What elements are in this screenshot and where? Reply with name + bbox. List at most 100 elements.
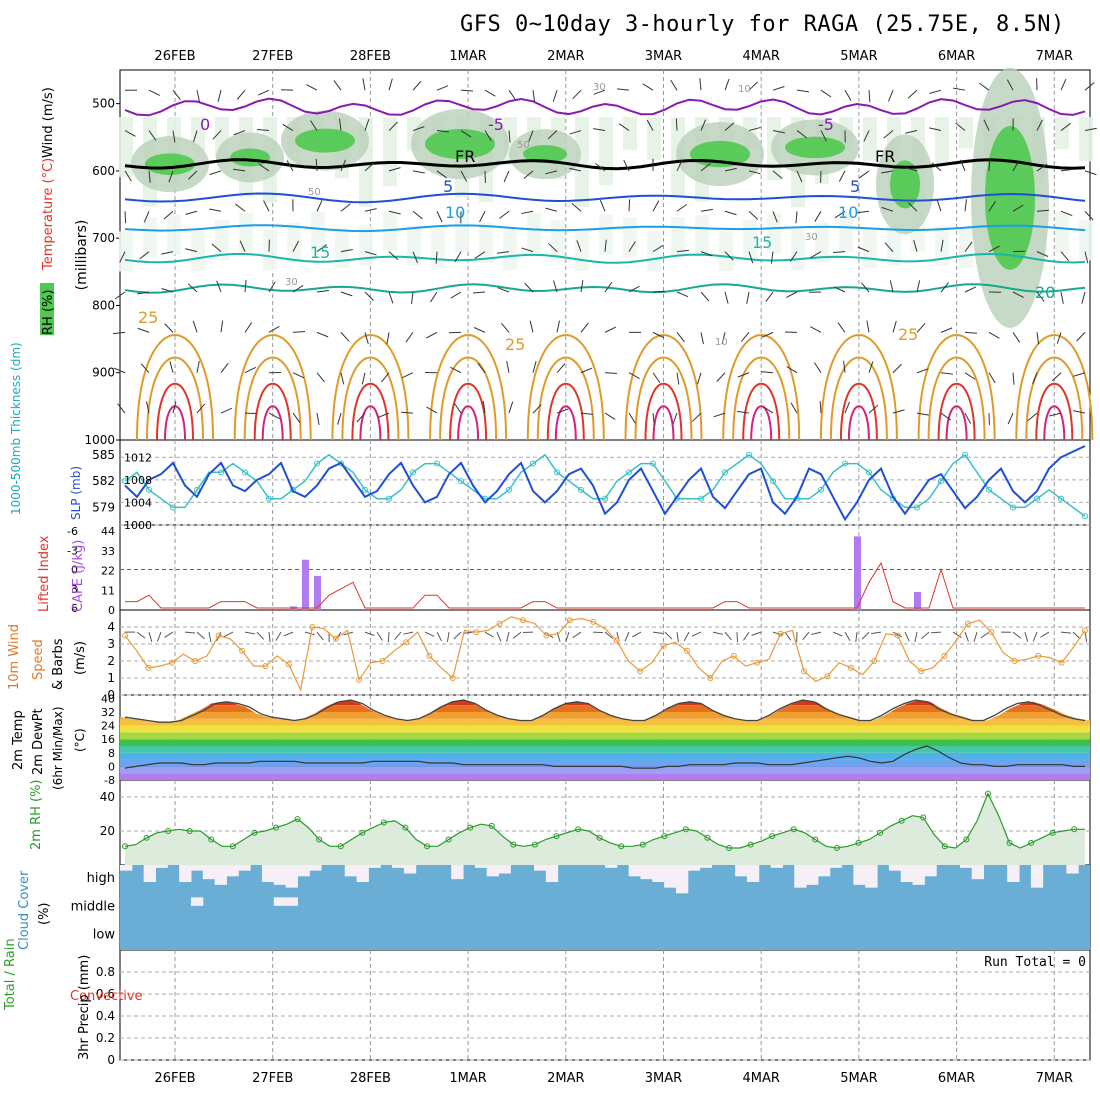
contour-label: 0 <box>200 115 210 134</box>
date-label-top: 1MAR <box>449 49 486 64</box>
slp-tick: 1004 <box>124 496 152 509</box>
thickness-series-point <box>362 486 368 493</box>
wind-barb <box>604 412 616 420</box>
boundary-layer-isotherm <box>536 356 595 441</box>
wind-barb <box>316 244 328 253</box>
wind-barb <box>617 88 630 91</box>
wind-barb <box>233 130 246 136</box>
date-label-bottom: 2MAR <box>547 1071 584 1086</box>
cloud-gap-high <box>971 865 985 880</box>
wind-barb <box>512 631 522 639</box>
wind-barb <box>784 631 792 641</box>
wind-speed-series-point <box>262 663 269 670</box>
wind-barb <box>652 631 663 634</box>
wind-barb <box>1084 210 1094 221</box>
wind-barb <box>268 412 280 420</box>
boundary-layer-isotherm <box>1015 334 1094 441</box>
cloud-layer-label: middle <box>71 899 115 914</box>
wind-barb <box>164 323 174 333</box>
wind-barb <box>306 84 318 91</box>
wind-barb <box>700 208 713 212</box>
boundary-layer-isotherm <box>1043 405 1066 441</box>
boundary-layer-isotherm <box>917 334 996 441</box>
wind-barb <box>652 372 661 383</box>
temp-band <box>120 773 1090 780</box>
wind-speed-series-point <box>964 620 971 627</box>
temp-band <box>120 725 1090 733</box>
wind-barb <box>748 210 759 220</box>
cloud-gap-high <box>806 865 819 885</box>
wind-barb <box>964 412 972 424</box>
wind-barb <box>1081 291 1086 304</box>
wind-barb <box>292 372 305 379</box>
rh-series-point <box>704 834 711 841</box>
wind-barb <box>916 280 921 293</box>
date-label-bottom: 28FEB <box>350 1071 391 1086</box>
wind-barb <box>453 631 462 640</box>
cloud-gap-high <box>912 865 925 885</box>
wind-barb <box>220 320 224 333</box>
wind-barb <box>676 159 683 172</box>
wind-speed-series-point <box>402 639 409 646</box>
wind-barb <box>364 631 375 636</box>
cloud-gap-high <box>746 865 760 882</box>
wind-barb <box>904 631 910 642</box>
rh-blob <box>167 214 181 255</box>
thickness-series-point <box>506 486 512 493</box>
wind-barb <box>646 119 654 131</box>
axis-label-wind: Wind (m/s) <box>41 87 56 158</box>
wind-barb <box>161 288 174 293</box>
wind-speed-series-point <box>426 652 433 659</box>
rh-series-point <box>553 833 560 840</box>
wind-barb <box>964 286 977 293</box>
wind-barb <box>676 332 685 343</box>
wind-barb <box>724 122 735 131</box>
rh-blob <box>767 213 781 254</box>
wind-barb <box>652 244 664 253</box>
contour-label: 10 <box>445 203 465 222</box>
temp-tick: 0 <box>108 760 115 773</box>
date-label-bottom: 4MAR <box>742 1071 779 1086</box>
date-label-top: 4MAR <box>742 49 779 64</box>
wind-barb <box>292 412 301 424</box>
wind-barb <box>604 372 618 374</box>
thickness-series-point <box>650 460 656 467</box>
wind-speed-series-point <box>379 658 386 664</box>
temp-band <box>120 718 1090 726</box>
wind-barb <box>168 170 174 183</box>
wind-barb <box>275 631 282 641</box>
wind-barb <box>388 291 394 304</box>
wind-barb <box>929 89 942 94</box>
wind-speed-series-point <box>122 632 128 639</box>
lifted-index-tick: 3 <box>71 583 78 596</box>
wind-barb <box>282 123 294 131</box>
wind-barb <box>748 251 754 264</box>
wind-barbs-surface <box>125 631 1088 643</box>
wind-barb <box>786 366 798 374</box>
cloud-gap-high <box>155 865 168 868</box>
cape-bar <box>914 592 921 610</box>
wind-barb <box>386 332 390 345</box>
wind-barb <box>388 251 399 261</box>
wind-barb <box>724 291 729 304</box>
wind-speed-series-point <box>145 664 152 671</box>
wind-barb <box>618 123 630 131</box>
wind-barb <box>136 631 146 639</box>
cloud-gap-high <box>285 865 298 888</box>
temp-tick: 24 <box>101 720 115 733</box>
boundary-layer-isotherm <box>652 405 675 441</box>
contour-label: 5 <box>443 177 453 196</box>
precip-tick: 0.8 <box>96 965 115 979</box>
wind-speed-series-point <box>1058 659 1065 666</box>
wind-barb <box>192 320 198 333</box>
thickness-tick: 579 <box>92 500 115 514</box>
wind-barb <box>628 285 640 293</box>
wind-barb <box>364 162 375 172</box>
rh-green-blob <box>295 128 355 153</box>
boundary-layer-isotherm <box>624 334 703 441</box>
wind-barb <box>283 631 294 637</box>
axis-label-slp: SLP (mb) <box>69 466 83 520</box>
wind-barb <box>337 412 342 425</box>
wind-barb <box>524 282 534 293</box>
wind-barb <box>1032 372 1038 385</box>
